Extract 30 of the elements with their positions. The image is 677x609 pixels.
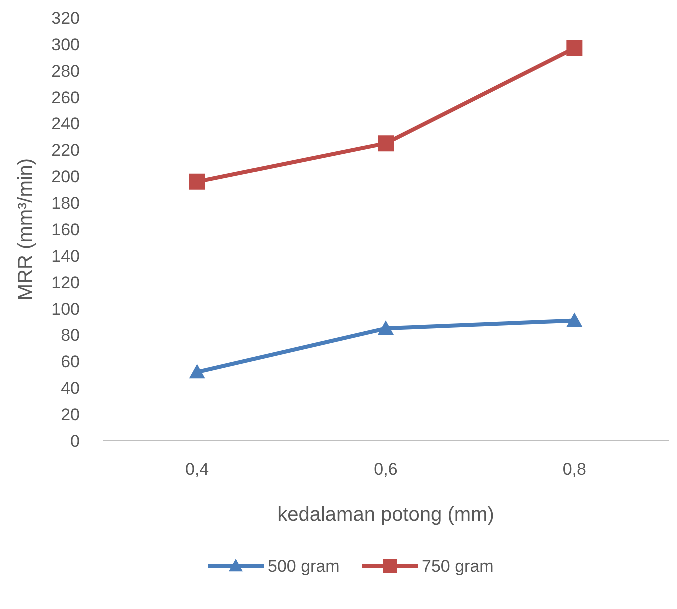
y-tick-label: 20 bbox=[61, 406, 80, 425]
x-tick-label: 0,8 bbox=[562, 460, 586, 479]
y-tick-label: 200 bbox=[52, 168, 80, 187]
point bbox=[189, 364, 206, 379]
point bbox=[378, 136, 394, 152]
y-tick-label: 120 bbox=[52, 273, 80, 292]
y-tick-label: 280 bbox=[52, 62, 80, 81]
x-axis-title: kedalaman potong (mm) bbox=[278, 504, 494, 526]
point bbox=[189, 174, 206, 190]
point bbox=[566, 312, 583, 328]
y-axis-title: MRR (mm³/min) bbox=[15, 158, 37, 301]
y-tick-label: 260 bbox=[52, 88, 80, 108]
y-tick-label: 100 bbox=[52, 300, 80, 319]
y-tick-label: 300 bbox=[52, 35, 80, 54]
y-tick-label: 160 bbox=[52, 220, 80, 240]
y-tick-label: 320 bbox=[52, 8, 80, 28]
point bbox=[378, 320, 394, 336]
x-tick-label: 0,6 bbox=[374, 460, 398, 479]
y-tick-label: 240 bbox=[52, 114, 80, 134]
y-tick-label: 60 bbox=[61, 352, 80, 372]
y-tick-label: 40 bbox=[61, 379, 80, 398]
y-tick-label: 180 bbox=[52, 194, 80, 214]
y-tick-label: 0 bbox=[70, 432, 80, 451]
legend-label: 500 gram bbox=[268, 556, 340, 576]
y-tick-label: 80 bbox=[61, 326, 80, 346]
y-tick-label: 220 bbox=[52, 141, 80, 160]
point bbox=[566, 40, 583, 56]
legend-label: 750 gram bbox=[422, 556, 494, 576]
x-tick-label: 0,4 bbox=[186, 460, 210, 479]
y-tick-label: 140 bbox=[52, 246, 80, 266]
